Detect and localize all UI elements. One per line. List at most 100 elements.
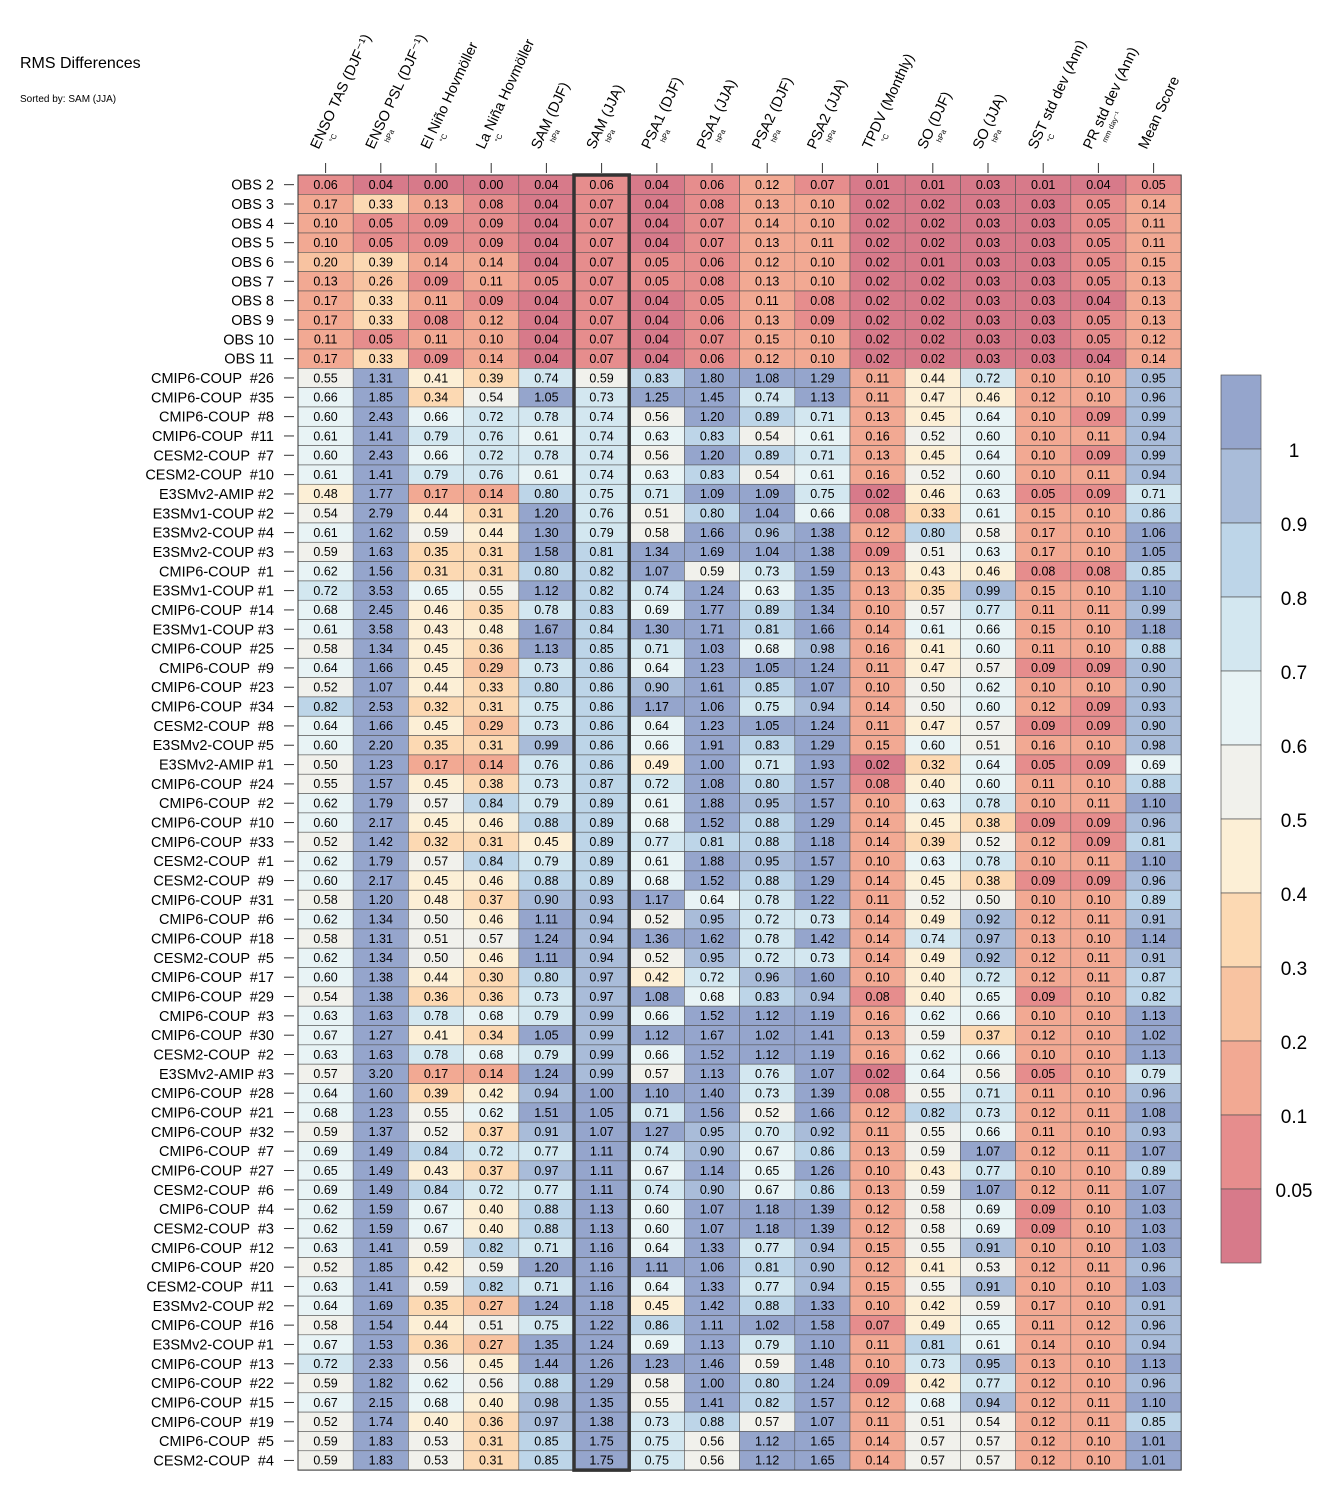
cell-value-label: 0.62 bbox=[479, 1106, 503, 1120]
cell-value-label: 0.61 bbox=[921, 623, 945, 637]
cell-value-label: 1.42 bbox=[700, 1299, 724, 1313]
cell-value-label: 1.00 bbox=[700, 758, 724, 772]
cell-value-label: 0.74 bbox=[589, 429, 613, 443]
colorbar-segment bbox=[1220, 1188, 1262, 1264]
cell-value-label: 0.02 bbox=[921, 217, 945, 231]
cell-value-label: 1.37 bbox=[369, 1125, 393, 1139]
cell-value-label: 1.13 bbox=[700, 1338, 724, 1352]
row-label: CESM2-COUP #3 bbox=[153, 1221, 274, 1237]
cell-value-label: 0.51 bbox=[645, 507, 669, 521]
cell-value-label: 0.12 bbox=[1031, 1415, 1055, 1429]
cell-value-label: 0.80 bbox=[534, 487, 558, 501]
cell-value-label: 1.66 bbox=[810, 623, 834, 637]
cell-value-label: 0.09 bbox=[1031, 874, 1055, 888]
colorbar-tick-label: 0.05 bbox=[1276, 1181, 1313, 1202]
cell-value-label: 0.33 bbox=[479, 681, 503, 695]
cell-value-label: 0.66 bbox=[976, 1125, 1000, 1139]
cell-value-label: 1.12 bbox=[645, 1028, 669, 1042]
cell-value-label: 0.08 bbox=[865, 1086, 889, 1100]
cell-value-label: 0.43 bbox=[424, 1164, 448, 1178]
cell-value-label: 3.58 bbox=[369, 623, 393, 637]
cell-value-label: 0.54 bbox=[313, 990, 337, 1004]
cell-value-label: 0.89 bbox=[589, 874, 613, 888]
colorbar-segment bbox=[1220, 1040, 1262, 1116]
cell-value-label: 1.03 bbox=[1141, 1280, 1165, 1294]
cell-value-label: 0.12 bbox=[1031, 1144, 1055, 1158]
cell-value-label: 0.75 bbox=[534, 1318, 558, 1332]
cell-value-label: 1.34 bbox=[645, 545, 669, 559]
cell-value-label: 0.61 bbox=[313, 468, 337, 482]
cell-value-label: 1.24 bbox=[589, 1338, 613, 1352]
cell-value-label: 0.75 bbox=[589, 487, 613, 501]
cell-value-label: 0.08 bbox=[700, 197, 724, 211]
cell-value-label: 0.17 bbox=[313, 313, 337, 327]
row-label: E3SMv2-AMIP #2 bbox=[159, 487, 274, 503]
cell-value-label: 0.59 bbox=[589, 371, 613, 385]
cell-value-label: 0.44 bbox=[921, 371, 945, 385]
cell-value-label: 0.15 bbox=[1141, 255, 1165, 269]
cell-value-label: 0.12 bbox=[1031, 1260, 1055, 1274]
cell-value-label: 0.85 bbox=[534, 1434, 558, 1448]
cell-value-label: 0.27 bbox=[479, 1299, 503, 1313]
cell-value-label: 0.11 bbox=[424, 294, 447, 308]
cell-value-label: 1.08 bbox=[645, 990, 669, 1004]
cell-value-label: 1.44 bbox=[534, 1357, 558, 1371]
cell-value-label: 0.88 bbox=[755, 835, 779, 849]
cell-value-label: 0.10 bbox=[1086, 1028, 1110, 1042]
cell-value-label: 0.55 bbox=[921, 1125, 945, 1139]
cell-value-label: 0.29 bbox=[479, 661, 503, 675]
cell-value-label: 0.88 bbox=[700, 1415, 724, 1429]
cell-value-label: 0.09 bbox=[479, 294, 503, 308]
cell-value-label: 0.31 bbox=[479, 739, 503, 753]
cell-value-label: 0.11 bbox=[1031, 777, 1054, 791]
cell-value-label: 0.10 bbox=[810, 197, 834, 211]
cell-value-label: 0.67 bbox=[424, 1222, 448, 1236]
cell-value-label: 0.57 bbox=[921, 1454, 945, 1468]
cell-value-label: 0.85 bbox=[1141, 565, 1165, 579]
cell-value-label: 1.65 bbox=[810, 1454, 834, 1468]
cell-value-label: 0.83 bbox=[755, 739, 779, 753]
cell-value-label: 0.65 bbox=[755, 1164, 779, 1178]
cell-value-label: 1.02 bbox=[755, 1028, 779, 1042]
cell-value-label: 0.61 bbox=[645, 855, 669, 869]
row-label: CMIP6-COUP #10 bbox=[151, 816, 274, 832]
cell-value-label: 0.10 bbox=[865, 970, 889, 984]
cell-value-label: 0.46 bbox=[921, 487, 945, 501]
cell-value-label: 1.10 bbox=[1141, 584, 1165, 598]
cell-value-label: 0.04 bbox=[369, 178, 393, 192]
cell-value-label: 0.11 bbox=[866, 1338, 889, 1352]
cell-value-label: 0.60 bbox=[921, 739, 945, 753]
cell-value-label: 0.10 bbox=[1031, 893, 1055, 907]
cell-value-label: 0.66 bbox=[810, 507, 834, 521]
cell-value-label: 1.03 bbox=[1141, 1202, 1165, 1216]
cell-value-label: 1.52 bbox=[700, 1009, 724, 1023]
cell-value-label: 0.64 bbox=[645, 719, 669, 733]
cell-value-label: 0.16 bbox=[1031, 739, 1055, 753]
cell-value-label: 0.78 bbox=[424, 1048, 448, 1062]
cell-value-label: 0.88 bbox=[534, 1376, 558, 1390]
cell-value-label: 1.24 bbox=[810, 661, 834, 675]
cell-value-label: 1.01 bbox=[1141, 1454, 1165, 1468]
cell-value-label: 0.62 bbox=[976, 681, 1000, 695]
cell-value-label: 0.10 bbox=[1086, 777, 1110, 791]
cell-value-label: 1.83 bbox=[369, 1434, 393, 1448]
cell-value-label: 0.57 bbox=[479, 932, 503, 946]
cell-value-label: 0.56 bbox=[479, 1376, 503, 1390]
cell-value-label: 0.33 bbox=[369, 313, 393, 327]
cell-value-label: 0.86 bbox=[1141, 507, 1165, 521]
cell-value-label: 0.14 bbox=[865, 951, 889, 965]
cell-value-label: 0.54 bbox=[976, 1415, 1000, 1429]
cell-value-label: 0.54 bbox=[755, 468, 779, 482]
cell-value-label: 0.64 bbox=[313, 719, 337, 733]
cell-value-label: 0.50 bbox=[313, 758, 337, 772]
cell-value-label: 0.41 bbox=[424, 371, 448, 385]
cell-value-label: 0.95 bbox=[700, 951, 724, 965]
cell-value-label: 0.47 bbox=[921, 391, 945, 405]
cell-value-label: 0.15 bbox=[1031, 584, 1055, 598]
cell-value-label: 0.59 bbox=[479, 1260, 503, 1274]
cell-value-label: 0.15 bbox=[865, 1241, 889, 1255]
cell-value-label: 1.27 bbox=[645, 1125, 669, 1139]
cell-value-label: 0.91 bbox=[976, 1241, 1000, 1255]
cell-value-label: 0.04 bbox=[645, 333, 669, 347]
cell-value-label: 0.76 bbox=[479, 468, 503, 482]
